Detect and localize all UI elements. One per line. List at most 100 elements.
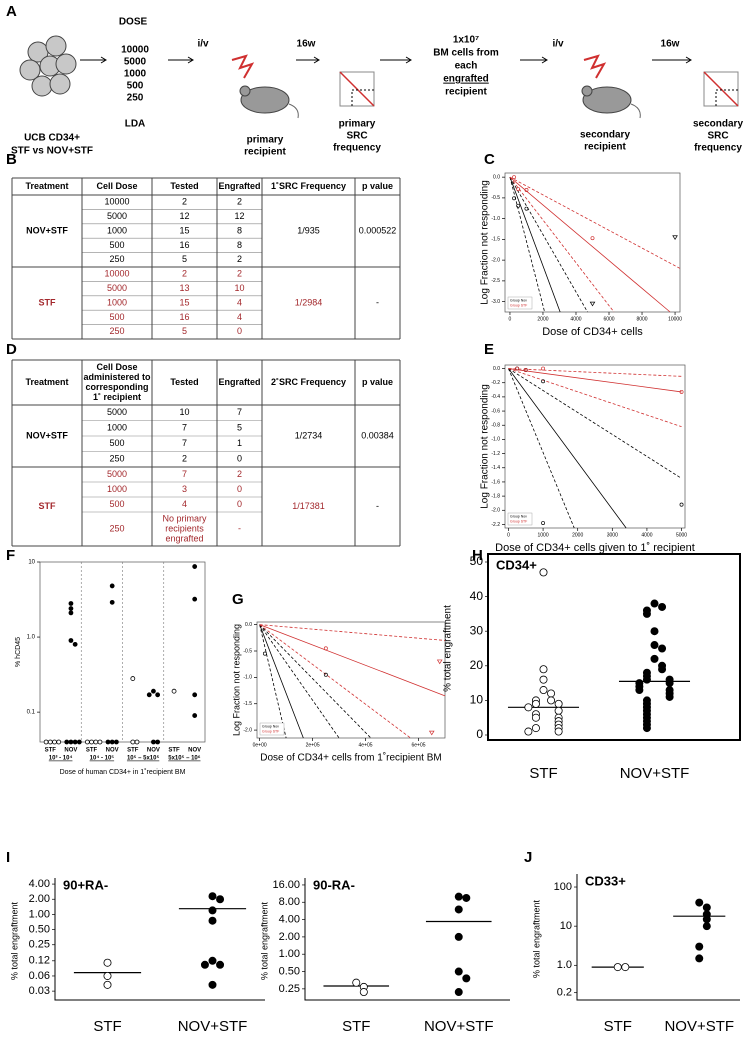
point — [695, 898, 704, 907]
y-tick-label: 0.03 — [29, 985, 50, 997]
x-tick-label: 0e+00 — [253, 742, 267, 748]
y-tick-label: -2.0 — [243, 727, 252, 733]
line — [259, 624, 340, 739]
table-cell: 1/935 — [297, 225, 320, 235]
point — [650, 654, 659, 663]
point — [192, 596, 198, 602]
schematic-text: 1x10⁷ — [453, 35, 479, 46]
table-cell: 1˚SRC Frequency — [271, 181, 346, 191]
point — [109, 599, 115, 605]
y-tick-label: -1.0 — [491, 437, 500, 443]
panel-label: G — [232, 591, 244, 608]
point — [665, 679, 674, 688]
table-cell: STF — [39, 501, 57, 511]
y-tick-label: -1.5 — [491, 237, 500, 243]
table-cell: 16 — [179, 240, 189, 250]
legend-label: Group Nov — [510, 298, 527, 302]
table-cell: 12 — [234, 211, 244, 221]
group-label: 10³ - 10⁴ — [49, 755, 73, 762]
schematic-text: secondary — [693, 119, 743, 130]
x-axis-label: Dose of CD34+ cells from 1˚recipient BM — [260, 752, 441, 764]
table-cell: 5000 — [107, 407, 127, 417]
point — [208, 906, 217, 915]
point — [695, 942, 704, 951]
line — [508, 368, 682, 393]
x-tick-label: 6000 — [603, 316, 614, 322]
schematic-text: i/v — [552, 39, 564, 50]
x-tick-label: 1000 — [538, 532, 549, 538]
point — [658, 602, 667, 611]
table-cell: 4 — [237, 297, 242, 307]
y-tick-label: -0.5 — [491, 195, 500, 201]
y-tick-label: -0.6 — [491, 408, 500, 414]
point — [208, 892, 217, 901]
table-cell: 1000 — [107, 423, 127, 433]
x-tick-label: 4000 — [641, 532, 652, 538]
point — [702, 903, 711, 912]
table-cell: 1˚ recipient — [93, 392, 141, 402]
table-cell: 0 — [237, 326, 242, 336]
point — [171, 688, 177, 694]
y-tick-label: -2.0 — [491, 257, 500, 263]
table-cell: 10 — [179, 407, 189, 417]
y-tick-label: 10 — [560, 920, 572, 932]
table-cell: 7 — [182, 469, 187, 479]
point — [515, 366, 520, 371]
schematic-text: engrafted — [443, 74, 489, 85]
point — [151, 739, 156, 745]
table-cell: 500 — [109, 240, 124, 250]
x-tick-label: STF — [93, 1018, 121, 1035]
legend-label: Group Nov — [262, 724, 279, 728]
table-cell: 0.000522 — [359, 225, 397, 235]
x-tick-label: STF — [86, 748, 98, 754]
point — [702, 922, 711, 931]
schematic-text: BM cells from — [433, 48, 499, 59]
x-axis-label: Dose of human CD34+ in 1˚recipient BM — [60, 768, 186, 776]
table-cell: 13 — [179, 283, 189, 293]
point — [679, 389, 684, 394]
y-tick-label: 10 — [470, 693, 484, 707]
y-axis-label: % total engraftment — [443, 605, 454, 692]
line — [259, 624, 287, 739]
schematic-text: 500 — [127, 81, 144, 92]
point — [642, 675, 651, 684]
point — [200, 960, 209, 969]
table-cell: 10000 — [104, 197, 129, 207]
y-tick-label: 0.0 — [493, 174, 500, 180]
point — [103, 980, 112, 989]
y-tick-label: -1.6 — [491, 479, 500, 485]
point — [650, 627, 659, 636]
y-tick-label: -1.2 — [491, 451, 500, 457]
legend — [507, 296, 533, 310]
schematic-text: 16w — [297, 39, 316, 50]
schematic-text: SRC — [707, 131, 728, 142]
x-tick-label: NOV+STF — [664, 1018, 734, 1035]
point — [541, 521, 546, 525]
x-tick-label: 4e+05 — [359, 742, 373, 748]
x-tick-label: NOV — [64, 748, 77, 754]
point — [613, 963, 622, 972]
table-cell: 1000 — [107, 297, 127, 307]
y-tick-label: 1.0 — [557, 959, 572, 971]
line — [508, 368, 682, 479]
table-cell: 1/2734 — [295, 430, 323, 440]
y-tick-label: -0.2 — [491, 380, 500, 386]
point — [192, 564, 198, 569]
line — [509, 176, 588, 313]
y-tick-label: -1.8 — [491, 493, 500, 499]
point — [454, 892, 463, 901]
y-axis-label: Log Fraction not responding — [480, 180, 491, 305]
point — [462, 974, 471, 983]
x-tick-label: NOV — [188, 748, 201, 754]
y-tick-label: 30 — [470, 623, 484, 637]
y-axis-label: Log Fraction not responding — [231, 624, 241, 736]
schematic-text: 10000 — [121, 45, 149, 56]
point — [462, 893, 471, 902]
legend-label: Group STF — [510, 303, 527, 307]
point — [516, 203, 521, 208]
x-tick-label: 6e+05 — [411, 742, 425, 748]
y-tick-label: 40 — [470, 589, 484, 603]
line — [509, 177, 561, 313]
x-tick-label: NOV+STF — [178, 1018, 248, 1035]
x-tick-label: STF — [168, 748, 180, 754]
